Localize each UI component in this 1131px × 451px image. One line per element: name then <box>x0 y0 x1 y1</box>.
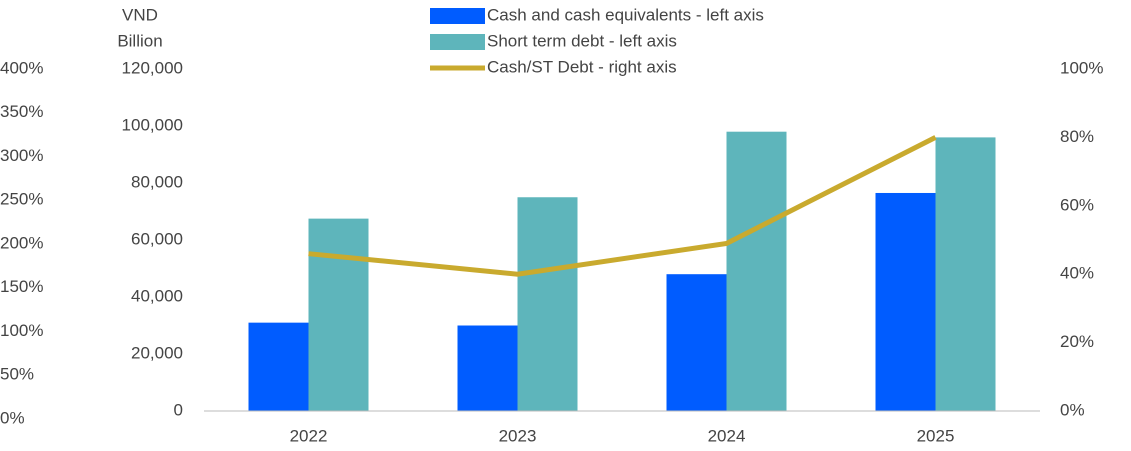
y2-tick-label: 100% <box>1060 58 1103 77</box>
y3-tick-label: 350% <box>0 102 43 121</box>
legend-label: Short term debt - left axis <box>487 31 677 50</box>
y-tick-label: 80,000 <box>131 172 183 191</box>
y-axis-title: Billion <box>117 31 162 50</box>
y-tick-label: 100,000 <box>122 115 183 134</box>
y3-tick-label: 400% <box>0 58 43 77</box>
bar <box>726 131 787 411</box>
y2-tick-label: 80% <box>1060 127 1094 146</box>
bar <box>666 274 727 411</box>
y-tick-label: 120,000 <box>122 58 183 77</box>
y2-tick-label: 60% <box>1060 195 1094 214</box>
y2-tick-label: 0% <box>1060 400 1085 419</box>
bar <box>457 325 518 411</box>
y-axis-title: VND <box>122 5 158 24</box>
bar <box>875 192 936 411</box>
y3-tick-label: 100% <box>0 321 43 340</box>
y3-tick-label: 200% <box>0 233 43 252</box>
y2-tick-label: 20% <box>1060 332 1094 351</box>
legend-swatch <box>430 8 485 24</box>
bar <box>517 197 578 411</box>
legend-label: Cash/ST Debt - right axis <box>487 57 677 76</box>
x-tick-label: 2024 <box>708 426 746 445</box>
y3-tick-label: 250% <box>0 190 43 209</box>
legend-swatch <box>430 34 485 50</box>
bar <box>248 322 309 411</box>
x-tick-label: 2025 <box>917 426 955 445</box>
y3-tick-label: 150% <box>0 277 43 296</box>
y-tick-label: 0 <box>174 400 183 419</box>
y2-tick-label: 40% <box>1060 264 1094 283</box>
y-tick-label: 40,000 <box>131 286 183 305</box>
x-tick-label: 2022 <box>290 426 328 445</box>
y3-tick-label: 50% <box>0 365 34 384</box>
y-tick-label: 60,000 <box>131 229 183 248</box>
x-tick-label: 2023 <box>499 426 537 445</box>
bar <box>308 218 369 411</box>
y3-tick-label: 300% <box>0 146 43 165</box>
line-series <box>308 135 937 277</box>
bar <box>935 137 996 411</box>
legend-label: Cash and cash equivalents - left axis <box>487 5 764 24</box>
y3-tick-label: 0% <box>0 408 25 427</box>
y-tick-label: 20,000 <box>131 343 183 362</box>
